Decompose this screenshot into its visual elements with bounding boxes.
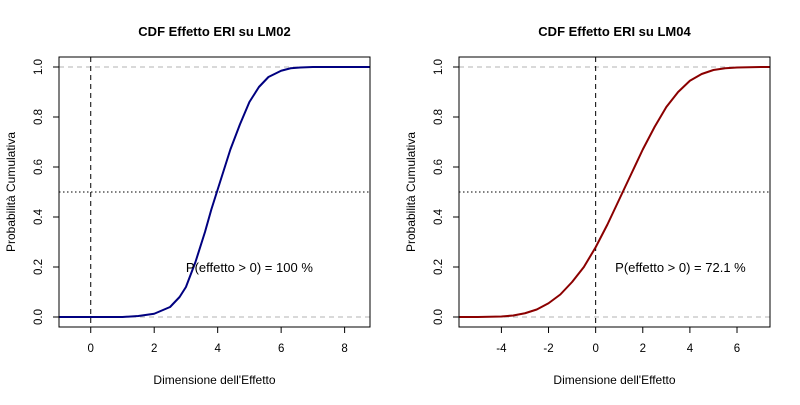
x-tick-label: 2 <box>640 343 646 355</box>
y-tick-label: 0.0 <box>33 309 45 325</box>
plot-frame <box>58 56 371 328</box>
y-tick-label: 0.6 <box>433 159 445 175</box>
y-tick-label: 0.2 <box>433 259 445 275</box>
chart-title: CDF Effetto ERI su LM02 <box>138 24 290 39</box>
x-tick-label: 6 <box>734 343 740 355</box>
x-tick-label: 2 <box>151 343 157 355</box>
x-tick-label: 0 <box>88 343 94 355</box>
x-axis-label: Dimensione dell'Effetto <box>153 373 275 387</box>
x-tick-label: 4 <box>214 343 221 355</box>
y-axis-label: Probabilità Cumulativa <box>404 132 418 252</box>
y-tick-label: 0.4 <box>33 208 45 225</box>
y-tick-label: 0.8 <box>33 109 45 125</box>
y-tick-label: 0.2 <box>33 259 45 275</box>
probability-annotation: P(effetto > 0) = 72.1 % <box>615 260 746 275</box>
x-tick-label: 6 <box>278 343 284 355</box>
x-tick-label: 8 <box>341 343 347 355</box>
y-tick-label: 0.6 <box>33 159 45 175</box>
x-axis-label: Dimensione dell'Effetto <box>553 373 675 387</box>
chart-title: CDF Effetto ERI su LM04 <box>538 24 691 39</box>
y-axis-label: Probabilità Cumulativa <box>4 132 18 252</box>
cdf-line-1 <box>459 66 770 318</box>
probability-annotation: P(effetto > 0) = 100 % <box>186 260 313 275</box>
x-tick-label: -4 <box>496 343 507 355</box>
chart-panel-1: 0 2 4 6 8 0.0 0.2 0.4 0.6 0.8 1.0 CDF Effetto ERI s… <box>4 24 371 387</box>
chart-panel-2: -4 -2 0 2 4 6 0.0 0.2 0.4 0.6 0.8 1.0 CDF Effetto ER… <box>404 24 771 387</box>
y-tick-label: 1.0 <box>433 59 445 75</box>
y-tick-label: 1.0 <box>33 59 45 75</box>
x-tick-label: 4 <box>687 343 694 355</box>
y-tick-label: 0.8 <box>433 109 445 125</box>
x-tick-label: -2 <box>543 343 553 355</box>
plot-frame <box>458 56 771 328</box>
x-tick-label: 0 <box>592 343 598 355</box>
y-tick-label: 0.4 <box>433 208 445 225</box>
y-tick-label: 0.0 <box>433 309 445 325</box>
cdf-line-1 <box>59 66 370 318</box>
